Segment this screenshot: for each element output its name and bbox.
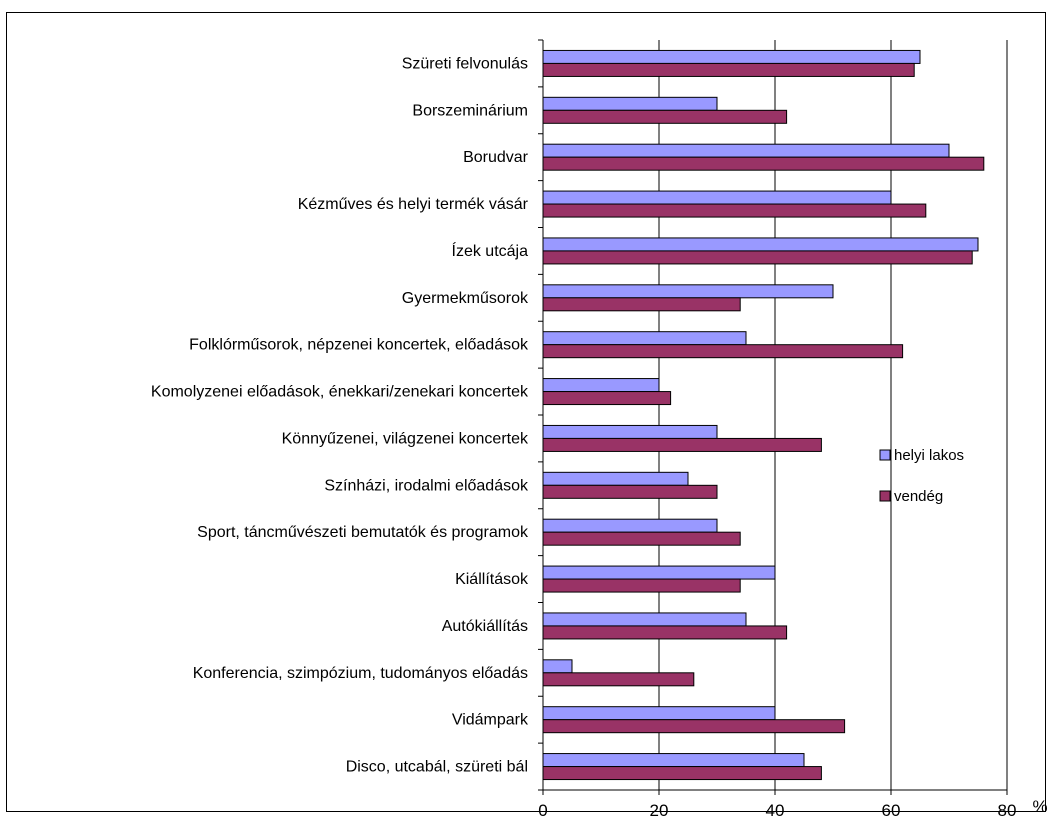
bar-helyi-lakos [542,237,979,252]
bar-helyi-lakos [542,96,718,111]
x-axis-unit-label: % [1032,797,1047,816]
category-label: Vidámpark [452,712,529,729]
category-label: Szüreti felvonulás [402,55,528,72]
category-label: Borszeminárium [412,102,528,119]
bar-helyi-lakos [542,565,776,580]
legend-label: helyi lakos [894,447,964,464]
bar-vendeg [542,531,741,546]
category-label: Autókiállítás [442,618,528,635]
category-label: Kiállítások [455,571,529,588]
legend-swatch [879,490,891,502]
bar-vendeg [542,437,822,452]
bar-helyi-lakos [542,49,921,64]
bar-vendeg [542,156,985,171]
bar-vendeg [542,484,718,499]
x-tick-label: 20 [650,801,669,820]
legend-swatch [879,449,891,461]
category-label: Ízek utcája [452,241,529,260]
x-tick-label: 60 [882,801,901,820]
bar-helyi-lakos [542,706,776,721]
bar-helyi-lakos [542,143,950,158]
bar-helyi-lakos [542,284,834,299]
category-label: Disco, utcabál, szüreti bál [346,759,528,776]
bar-vendeg [542,672,695,687]
chart-frame [6,12,1046,812]
category-label: Könnyűzenei, világzenei koncertek [282,430,529,447]
bar-vendeg [542,719,846,734]
category-label: Gyermekműsorok [402,290,529,307]
bar-helyi-lakos [542,612,747,627]
bar-vendeg [542,203,927,218]
bar-vendeg [542,578,741,593]
category-label: Konferencia, szimpózium, tudományos előa… [193,665,528,682]
bar-vendeg [542,109,788,124]
category-label: Kézműves és helyi termék vásár [298,196,529,213]
bar-vendeg [542,297,741,312]
bar-helyi-lakos [542,331,747,346]
bar-vendeg [542,625,788,640]
bar-helyi-lakos [542,518,718,533]
bar-vendeg [542,766,822,781]
bar-vendeg [542,62,915,77]
category-label: Borudvar [463,149,529,166]
x-tick-label: 0 [538,801,547,820]
category-label: Színházi, irodalmi előadások [324,477,529,494]
legend-label: vendég [894,488,943,505]
bar-helyi-lakos [542,424,718,439]
bar-helyi-lakos [542,753,805,768]
bar-helyi-lakos [542,378,660,393]
bar-helyi-lakos [542,659,573,674]
x-tick-label: 40 [766,801,785,820]
category-label: Folklórműsorok, népzenei koncertek, előa… [189,337,529,354]
category-label: Sport, táncművészeti bemutatók és progra… [197,524,529,541]
bar-vendeg [542,250,973,265]
bar-vendeg [542,391,672,406]
bar-vendeg [542,344,904,359]
category-label: Komolyzenei előadások, énekkari/zenekari… [151,384,529,401]
x-tick-label: 80 [998,801,1017,820]
bar-helyi-lakos [542,471,689,486]
bar-helyi-lakos [542,190,892,205]
